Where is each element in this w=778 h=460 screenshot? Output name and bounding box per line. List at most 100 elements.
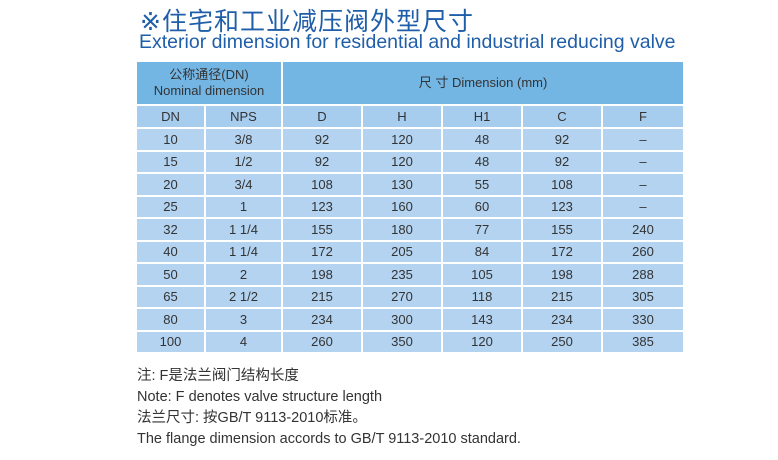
table-cell: 1 1/4: [204, 218, 283, 242]
table-cell: 215: [281, 285, 363, 309]
table-cell: 130: [361, 173, 443, 197]
page-subtitle: Exterior dimension for residential and i…: [139, 31, 676, 53]
col-header-c: C: [521, 105, 603, 129]
table-cell: 240: [600, 218, 684, 242]
table-cell: 108: [521, 173, 603, 197]
table-cell: 160: [361, 195, 443, 219]
nominal-dimension-header: 公称通径(DN) Nominal dimension: [137, 62, 283, 106]
table-cell: 80: [137, 308, 206, 332]
table-cell: 84: [441, 240, 523, 264]
table-cell: 215: [521, 285, 603, 309]
table-cell: 15: [137, 150, 206, 174]
col-header-h: H: [361, 105, 443, 129]
table-cell: 305: [600, 285, 684, 309]
table-group-header: 公称通径(DN) Nominal dimension 尺 寸 Dimension …: [137, 62, 684, 106]
table-cell: 155: [521, 218, 603, 242]
table-cell: 2 1/2: [204, 285, 283, 309]
note-en-flange: The flange dimension accords to GB/T 911…: [137, 431, 521, 447]
table-cell: 4: [204, 330, 283, 354]
table-cell: 3/8: [204, 128, 283, 152]
notes: 注: F是法兰阀门结构长度 Note: F denotes valve stru…: [137, 366, 521, 450]
table-cell: 48: [441, 150, 523, 174]
table-row: 10 3/8 92 120 48 92–: [137, 128, 684, 152]
table-cell: 180: [361, 218, 443, 242]
table-cell: 123: [521, 195, 603, 219]
table-cell: 40: [137, 240, 206, 264]
table-cell: 100: [137, 330, 206, 354]
table-cell: 108: [281, 173, 363, 197]
table-cell: 198: [281, 263, 363, 287]
table-cell: 120: [361, 128, 443, 152]
table-cell: 198: [521, 263, 603, 287]
table-cell: 235: [361, 263, 443, 287]
col-header-d: D: [281, 105, 363, 129]
table-cell: 65: [137, 285, 206, 309]
table-column-header: DN NPS D H H1 C F: [137, 105, 684, 129]
table-cell: 172: [521, 240, 603, 264]
table-cell: 77: [441, 218, 523, 242]
col-header-nps: NPS: [204, 105, 283, 129]
table-cell: 3/4: [204, 173, 283, 197]
table-cell: 143: [441, 308, 523, 332]
table-cell: 120: [441, 330, 523, 354]
table-row: 65 2 1/2 215 270 118 215 305: [137, 285, 684, 309]
dimension-header: 尺 寸 Dimension (mm): [280, 62, 684, 106]
page-title: ※住宅和工业减压阀外型尺寸: [140, 7, 474, 36]
table-cell: 172: [281, 240, 363, 264]
col-header-dn: DN: [137, 105, 206, 129]
table-cell: 385: [600, 330, 684, 354]
table-cell: 32: [137, 218, 206, 242]
note-cn-f: 注: F是法兰阀门结构长度: [137, 368, 299, 384]
table-cell: 50: [137, 263, 206, 287]
table-row: 40 1 1/4 172 205 84 172 260: [137, 240, 684, 264]
table-cell: 234: [281, 308, 363, 332]
table-row: 25 1 123 160 60 123–: [137, 195, 684, 219]
table-cell: 25: [137, 195, 206, 219]
table-cell: 234: [521, 308, 603, 332]
table-row: 50 2 198 235 105 198 288: [137, 263, 684, 287]
table-cell: 250: [521, 330, 603, 354]
note-en-f: Note: F denotes valve structure length: [137, 389, 383, 405]
table-cell: 105: [441, 263, 523, 287]
table-cell: 92: [281, 128, 363, 152]
table-row: 15 1/2 92 120 48 92–: [137, 150, 684, 174]
table-cell: 1/2: [204, 150, 283, 174]
table-cell: 330: [600, 308, 684, 332]
table-cell: 350: [361, 330, 443, 354]
table-cell: 118: [441, 285, 523, 309]
table-cell: 3: [204, 308, 283, 332]
table-cell: –: [600, 173, 684, 197]
nominal-header-cn: 公称通径(DN): [169, 67, 249, 82]
table-cell: 260: [281, 330, 363, 354]
table-cell: 1: [204, 195, 283, 219]
table-row: 100 4 260 350 120 250 385: [137, 330, 684, 354]
table-cell: 60: [441, 195, 523, 219]
table-cell: 123: [281, 195, 363, 219]
table-cell: 120: [361, 150, 443, 174]
table-cell: 205: [361, 240, 443, 264]
table-cell: 260: [600, 240, 684, 264]
table-cell: –: [600, 128, 684, 152]
table-cell: 20: [137, 173, 206, 197]
table-cell: 288: [600, 263, 684, 287]
table-cell: 55: [441, 173, 523, 197]
table-cell: 92: [281, 150, 363, 174]
table-cell: 2: [204, 263, 283, 287]
table-cell: 270: [361, 285, 443, 309]
table-cell: –: [600, 150, 684, 174]
col-header-f: F: [600, 105, 684, 129]
table-row: 20 3/4 108 130 55 108–: [137, 173, 684, 197]
table-cell: 48: [441, 128, 523, 152]
table-row: 32 1 1/4 155 180 77 155 240: [137, 218, 684, 242]
table-cell: 92: [521, 128, 603, 152]
table-row: 80 3 234 300 143 234 330: [137, 308, 684, 332]
nominal-header-en: Nominal dimension: [153, 83, 265, 98]
table-cell: 300: [361, 308, 443, 332]
table-cell: 155: [281, 218, 363, 242]
table-cell: –: [600, 195, 684, 219]
col-header-h1: H1: [441, 105, 523, 129]
dimension-table: 公称通径(DN) Nominal dimension 尺 寸 Dimension …: [137, 62, 684, 354]
table-cell: 92: [521, 150, 603, 174]
note-cn-flange: 法兰尺寸: 按GB/T 9113-2010标准。: [137, 410, 367, 426]
table-cell: 10: [137, 128, 206, 152]
